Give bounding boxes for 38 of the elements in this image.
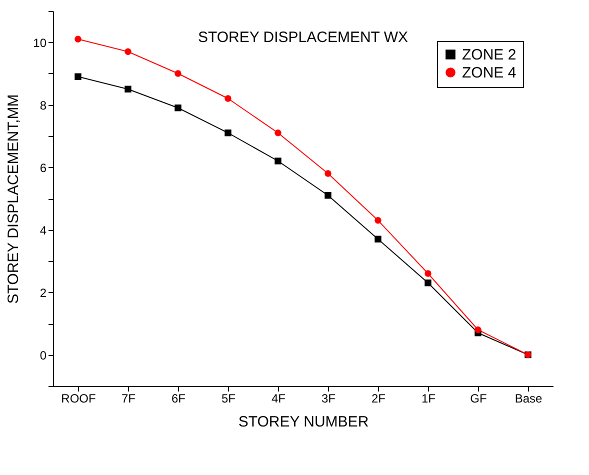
point (124, 48, 132, 55)
y-tick-label: 0 (40, 348, 47, 362)
text: STOREY DISPLACEMENT WX (198, 29, 408, 46)
legend-label: ZONE 2 (462, 46, 516, 64)
y-tick-label: 2 (40, 286, 47, 300)
x-tick-label: 4F (271, 392, 286, 406)
y-tick-label: 10 (33, 36, 47, 50)
y-tick-label: 6 (40, 160, 47, 175)
x-tick-label: 5F (221, 392, 236, 406)
point (374, 236, 382, 242)
point (174, 70, 182, 77)
point (424, 270, 432, 277)
y-axis-title: STOREY DISPLACEMENT,MM (5, 94, 22, 304)
point (224, 130, 232, 136)
legend-label: ZONE 4 (462, 64, 516, 82)
x-tick-label: 3F (321, 392, 336, 406)
x-tick-label: Base (514, 392, 542, 406)
point (174, 104, 182, 112)
point (374, 217, 382, 224)
x-tick-label: GF (470, 392, 487, 406)
x-tick-label: 7F (121, 392, 136, 406)
x-axis-title: STOREY NUMBER (238, 414, 369, 430)
point (474, 326, 482, 334)
point (224, 95, 232, 102)
x-tick-label: 6F (171, 392, 186, 406)
point (74, 73, 82, 80)
x-tick-label: 1F (421, 392, 436, 406)
point (424, 280, 432, 286)
y-tick-label: 8 (40, 98, 47, 112)
point (124, 86, 132, 92)
y-tick-label: 4 (40, 223, 47, 238)
x-tick-label: 2F (371, 392, 386, 406)
point (324, 170, 332, 177)
point (74, 36, 82, 42)
x-tick-label: ROOF (61, 392, 96, 406)
point (324, 192, 332, 199)
point (274, 158, 282, 164)
point (274, 130, 282, 136)
